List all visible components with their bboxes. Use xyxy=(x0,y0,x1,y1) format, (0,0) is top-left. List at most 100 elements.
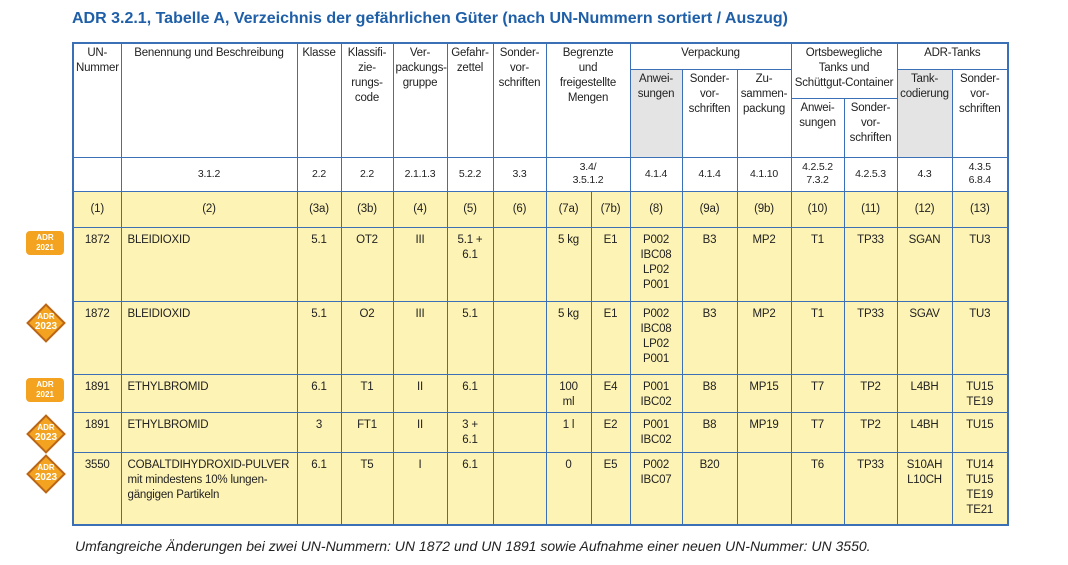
reference-cell: 5.2.2 xyxy=(446,156,494,192)
data-cell: 6.1 xyxy=(296,451,342,526)
table-head: UN- Nummer Benennung und Beschreibung Kl… xyxy=(72,42,1009,158)
badge-text: ADR 2023 xyxy=(25,423,67,443)
data-cell: 100 ml xyxy=(545,373,592,413)
data-cell: P001 IBC02 xyxy=(629,411,683,453)
badge-label: ADR xyxy=(36,233,54,242)
reference-cell: 3.4/ 3.5.1.2 xyxy=(545,156,631,192)
badge-label: ADR xyxy=(37,423,55,432)
header-cell: Klassifi- zie- rungs- code xyxy=(340,42,394,158)
reference-cell: 4.3.5 6.8.4 xyxy=(951,156,1009,192)
edition-badge: ADR 2023 xyxy=(25,453,67,495)
reference-cell: 4.2.5.2 7.3.2 xyxy=(790,156,845,192)
data-cell xyxy=(492,226,547,302)
badge-text: ADR 2023 xyxy=(25,312,67,332)
data-cell: 3 + 6.1 xyxy=(446,411,494,453)
data-cell: MP2 xyxy=(736,226,792,302)
data-cell: E1 xyxy=(590,226,631,302)
reference-cell: 3.3 xyxy=(492,156,547,192)
data-cell: FT1 xyxy=(340,411,394,453)
data-cell: O2 xyxy=(340,300,394,375)
data-cell: 1 l xyxy=(545,411,592,453)
data-cell: 1891 xyxy=(72,373,122,413)
reference-cell: 4.1.4 xyxy=(629,156,683,192)
data-row: 1891 ETHYLBROMID 3 FT1 II 3 + 6.1 1 l E2 P001 IB… xyxy=(72,411,1009,453)
badge-label: ADR xyxy=(37,312,55,321)
data-cell: L4BH xyxy=(896,411,953,453)
column-number: (13) xyxy=(951,190,1009,228)
header-group: ADR-Tanks xyxy=(896,42,1009,70)
data-cell: 0 xyxy=(545,451,592,526)
data-cell: E5 xyxy=(590,451,631,526)
data-cell: T1 xyxy=(790,226,845,302)
table-body: 3.1.2 2.2 2.2 2.1.1.3 5.2.2 3.3 3.4/ 3.5.1.2 4.… xyxy=(72,156,1009,526)
column-number: (7b) xyxy=(590,190,631,228)
data-cell: TU14 TU15 TE19 TE21 xyxy=(951,451,1009,526)
column-number: (11) xyxy=(843,190,898,228)
data-cell: TU3 xyxy=(951,226,1009,302)
reference-cell: 3.1.2 xyxy=(120,156,298,192)
data-cell: BLEIDIOXID xyxy=(120,226,298,302)
header-cell: Anwei- sungen xyxy=(790,97,845,158)
data-cell: 5.1 + 6.1 xyxy=(446,226,494,302)
badge-year: 2023 xyxy=(34,472,58,483)
data-cell: P001 IBC02 xyxy=(629,373,683,413)
header-cell: Sonder- vor- schriften xyxy=(843,97,898,158)
badge-label: ADR xyxy=(37,463,55,472)
header-cell: Sonder- vor- schriften xyxy=(681,68,738,158)
data-row: 1872 BLEIDIOXID 5.1 OT2 III 5.1 + 6.1 5 kg E1 P0… xyxy=(72,226,1009,302)
data-cell: 5 kg xyxy=(545,300,592,375)
data-cell: 3 xyxy=(296,411,342,453)
data-cell: III xyxy=(392,226,448,302)
data-cell: E4 xyxy=(590,373,631,413)
badge-year: 2021 xyxy=(36,390,54,399)
badge-year: 2023 xyxy=(34,432,58,443)
data-cell: T7 xyxy=(790,411,845,453)
reference-row: 3.1.2 2.2 2.2 2.1.1.3 5.2.2 3.3 3.4/ 3.5.1.2 4.… xyxy=(72,156,1009,192)
head-row: UN- Nummer Benennung und Beschreibung Kl… xyxy=(72,42,1009,158)
data-cell: E1 xyxy=(590,300,631,375)
data-cell: 5.1 xyxy=(296,226,342,302)
data-cell: B8 xyxy=(681,411,738,453)
data-cell: 6.1 xyxy=(446,373,494,413)
header-cell: UN- Nummer xyxy=(72,42,122,158)
data-cell: MP2 xyxy=(736,300,792,375)
data-cell xyxy=(492,411,547,453)
column-number: (3b) xyxy=(340,190,394,228)
data-cell: COBALTDIHYDROXID-PULVER mit mindestens 1… xyxy=(120,451,298,526)
column-number: (8) xyxy=(629,190,683,228)
data-cell: T5 xyxy=(340,451,394,526)
data-cell: B8 xyxy=(681,373,738,413)
column-number-row: (1) (2) (3a) (3b) (4) (5) (6) (7a) (7b) (8) (9a) (9… xyxy=(72,190,1009,228)
column-number: (3a) xyxy=(296,190,342,228)
data-cell: 1872 xyxy=(72,300,122,375)
header-cell: Klasse xyxy=(296,42,342,158)
dangerous-goods-table: UN- Nummer Benennung und Beschreibung Kl… xyxy=(72,42,1010,526)
data-cell: T6 xyxy=(790,451,845,526)
data-cell: III xyxy=(392,300,448,375)
data-cell: L4BH xyxy=(896,373,953,413)
footnote: Umfangreiche Änderungen bei zwei UN-Numm… xyxy=(75,538,871,554)
data-cell: TU15 xyxy=(951,411,1009,453)
data-cell: 6.1 xyxy=(446,451,494,526)
data-cell: TP2 xyxy=(843,373,898,413)
data-cell: MP15 xyxy=(736,373,792,413)
column-number: (9b) xyxy=(736,190,792,228)
data-cell: II xyxy=(392,373,448,413)
data-cell: B3 xyxy=(681,226,738,302)
data-cell: TP33 xyxy=(843,226,898,302)
edition-badge: ADR 2023 xyxy=(25,413,67,455)
data-row: 1872 BLEIDIOXID 5.1 O2 III 5.1 5 kg E1 P002 IBC0… xyxy=(72,300,1009,375)
head-row: Anwei- sungen Sonder- vor- schriften xyxy=(73,97,1008,158)
data-cell: TU15 TE19 xyxy=(951,373,1009,413)
data-row: 1891 ETHYLBROMID 6.1 T1 II 6.1 100 ml E4 P001 IB… xyxy=(72,373,1009,413)
data-cell: P002 IBC08 LP02 P001 xyxy=(629,300,683,375)
column-number: (12) xyxy=(896,190,953,228)
column-number: (1) xyxy=(72,190,122,228)
data-cell: T7 xyxy=(790,373,845,413)
column-number: (2) xyxy=(120,190,298,228)
data-row: 3550 COBALTDIHYDROXID-PULVER mit mindeste… xyxy=(72,451,1009,526)
column-number: (10) xyxy=(790,190,845,228)
data-cell: P002 IBC08 LP02 P001 xyxy=(629,226,683,302)
data-cell: ETHYLBROMID xyxy=(120,373,298,413)
data-cell: B20 xyxy=(681,451,738,526)
